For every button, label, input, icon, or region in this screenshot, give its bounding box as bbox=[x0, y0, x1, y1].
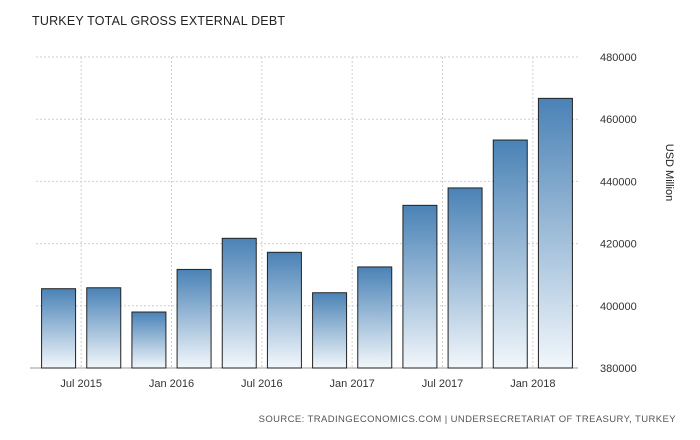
y-tick-label: 420000 bbox=[600, 239, 637, 251]
y-tick-label: 480000 bbox=[600, 52, 637, 64]
bar-mar-2018 bbox=[537, 97, 573, 369]
source-note: SOURCE: TRADINGECONOMICS.COM | UNDERSECR… bbox=[258, 414, 676, 425]
bar-sep-2016 bbox=[266, 251, 302, 369]
x-tick-label: Jul 2016 bbox=[241, 378, 283, 390]
x-tick-label: Jan 2017 bbox=[330, 378, 375, 390]
bar-dec-2017 bbox=[492, 139, 528, 369]
bar-jun-2017 bbox=[402, 204, 438, 369]
x-tick-label: Jan 2016 bbox=[149, 378, 194, 390]
gridlines bbox=[30, 56, 578, 369]
bar-jun-2015 bbox=[41, 288, 77, 369]
x-axis-ticks: Jul 2015 Jan 2016 Jul 2016 Jan 2017 Jul 2017… bbox=[60, 378, 555, 390]
bar-sep-2017 bbox=[447, 187, 483, 369]
y-axis-ticks: 380000 400000 420000 440000 460000 480000 bbox=[600, 52, 637, 375]
y-tick-label: 400000 bbox=[600, 301, 637, 313]
bar-dec-2016 bbox=[312, 292, 348, 369]
bar-dec-2015 bbox=[131, 311, 167, 369]
bar-sep-2015 bbox=[86, 287, 122, 369]
x-tick-label: Jan 2018 bbox=[510, 378, 555, 390]
y-tick-label: 460000 bbox=[600, 114, 637, 126]
x-tick-label: Jul 2017 bbox=[422, 378, 464, 390]
bar-jun-2016 bbox=[221, 237, 257, 369]
bar-mar-2017 bbox=[357, 266, 393, 369]
y-tick-label: 380000 bbox=[600, 363, 637, 375]
bars bbox=[41, 97, 573, 369]
chart-title: TURKEY TOTAL GROSS EXTERNAL DEBT bbox=[32, 14, 286, 28]
x-tick-label: Jul 2015 bbox=[60, 378, 102, 390]
y-axis-label: USD Million bbox=[663, 144, 675, 201]
bar-mar-2016 bbox=[176, 268, 212, 369]
y-tick-label: 440000 bbox=[600, 176, 637, 188]
